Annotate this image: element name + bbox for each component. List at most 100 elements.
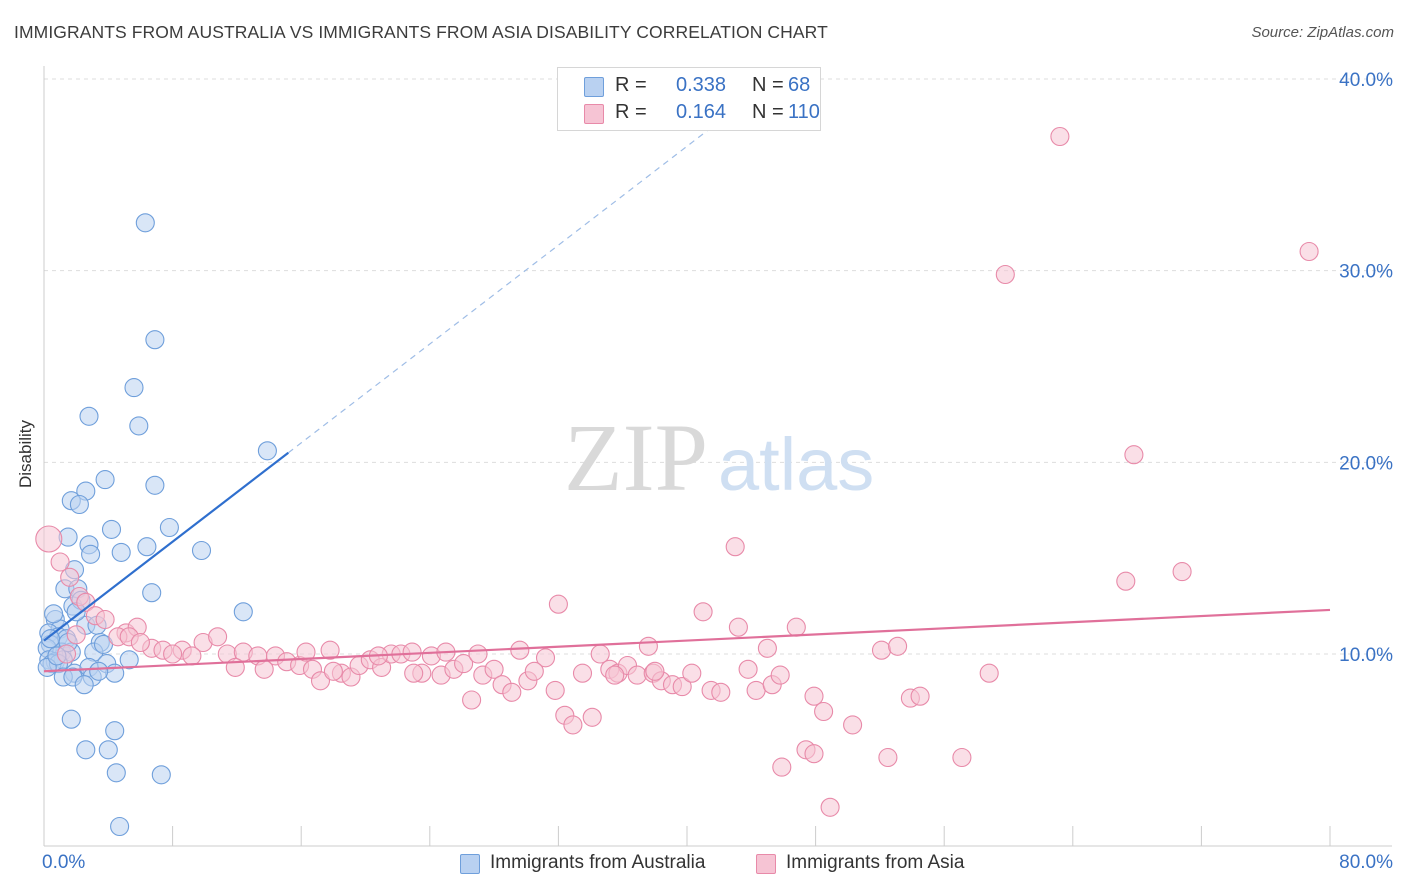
r-value: 0.338 [676,74,727,96]
y-tick-label: 20.0% [1339,453,1393,474]
asia-point [402,642,422,662]
asia-point [910,686,930,706]
asia-point [50,552,70,572]
asia-point [296,642,316,662]
asia-point [772,757,792,777]
asia-point [468,644,488,664]
australia-point [110,816,130,837]
asia-point [1050,126,1070,147]
y-tick-label: 10.0% [1339,645,1393,666]
asia-point [548,594,568,614]
australia-point [81,544,101,564]
australia-point [129,416,149,436]
asia-point [254,659,274,679]
asia-point [757,638,777,658]
asia-point [627,665,647,685]
asia-point [638,636,658,656]
asia-point [572,663,593,683]
asia-point [952,747,972,768]
asia-point [738,659,758,679]
asia-point [35,525,63,553]
asia-point [871,640,892,660]
asia-point [820,797,840,817]
r-label: R = [615,101,647,123]
n-label: N = [752,101,784,123]
australia-point [69,494,89,515]
australia-point [74,675,94,695]
australia-point [151,765,171,785]
australia-point [98,740,118,760]
asia-point [323,661,343,681]
asia-point [95,609,115,630]
asia-point [524,661,544,681]
australia-point [257,441,277,461]
asia-point [502,682,522,702]
r-label: R = [615,74,647,96]
asia-point [645,661,665,681]
y-tick-label: 40.0% [1339,70,1393,91]
asia-point [208,627,228,647]
australia-point [95,470,115,490]
legend-label-asia: Immigrants from Asia [786,852,965,873]
asia-point [462,690,482,710]
asia-point [1172,562,1192,582]
australia-swatch [584,77,604,97]
asia-point [182,646,202,666]
watermark-atlas: atlas [718,423,874,506]
asia-point [535,648,556,668]
australia-point [40,629,60,649]
asia-point [510,640,530,660]
asia-point [590,644,610,664]
australia-point [124,378,144,398]
asia-point [786,617,806,637]
asia-legend-swatch [756,854,776,874]
axes [43,66,1392,847]
australia-point [79,406,99,426]
australia-point [191,540,212,561]
y-tick-labels: 10.0% 20.0% 30.0% 40.0% [1339,70,1393,666]
australia-point [106,763,126,783]
asia-point [1116,571,1136,591]
australia-point [135,213,155,233]
x-tick-max: 80.0% [1339,852,1393,873]
australia-points [37,213,277,837]
n-value: 110 [788,101,820,123]
asia-point [605,665,625,685]
asia-point [582,707,602,727]
australia-point [76,740,96,760]
australia-point [119,650,139,670]
asia-point [1299,241,1319,262]
asia-point [545,680,565,700]
legend-label-australia: Immigrants from Australia [490,852,706,873]
chart-title: IMMIGRANTS FROM AUSTRALIA VS IMMIGRANTS … [14,22,828,42]
trend-lines [43,114,1331,673]
asia-point [878,747,898,768]
asia-point [746,680,766,700]
asia-point [484,659,504,679]
watermark-zip: ZIP [564,404,708,511]
australia-trend-extension [287,114,728,454]
australia-point [159,517,179,538]
australia-point [105,721,125,741]
x-tick-min: 0.0% [42,852,86,873]
asia-swatch [584,104,604,124]
y-axis-label: Disability [16,419,35,488]
australia-point [101,519,122,539]
asia-point [814,701,834,722]
asia-point [682,663,702,683]
australia-point [233,602,253,622]
asia-point [995,264,1015,285]
asia-point [979,663,999,683]
australia-point [137,537,157,557]
watermark: ZIP atlas [564,404,874,511]
australia-legend-swatch [460,854,480,874]
source-label: Source: ZipAtlas.com [1251,24,1394,41]
n-label: N = [752,74,784,96]
asia-point [843,715,863,735]
asia-point [804,744,824,764]
australia-trend-line [43,451,290,642]
asia-point [672,677,692,697]
australia-point [89,661,109,681]
asia-point [770,665,790,685]
